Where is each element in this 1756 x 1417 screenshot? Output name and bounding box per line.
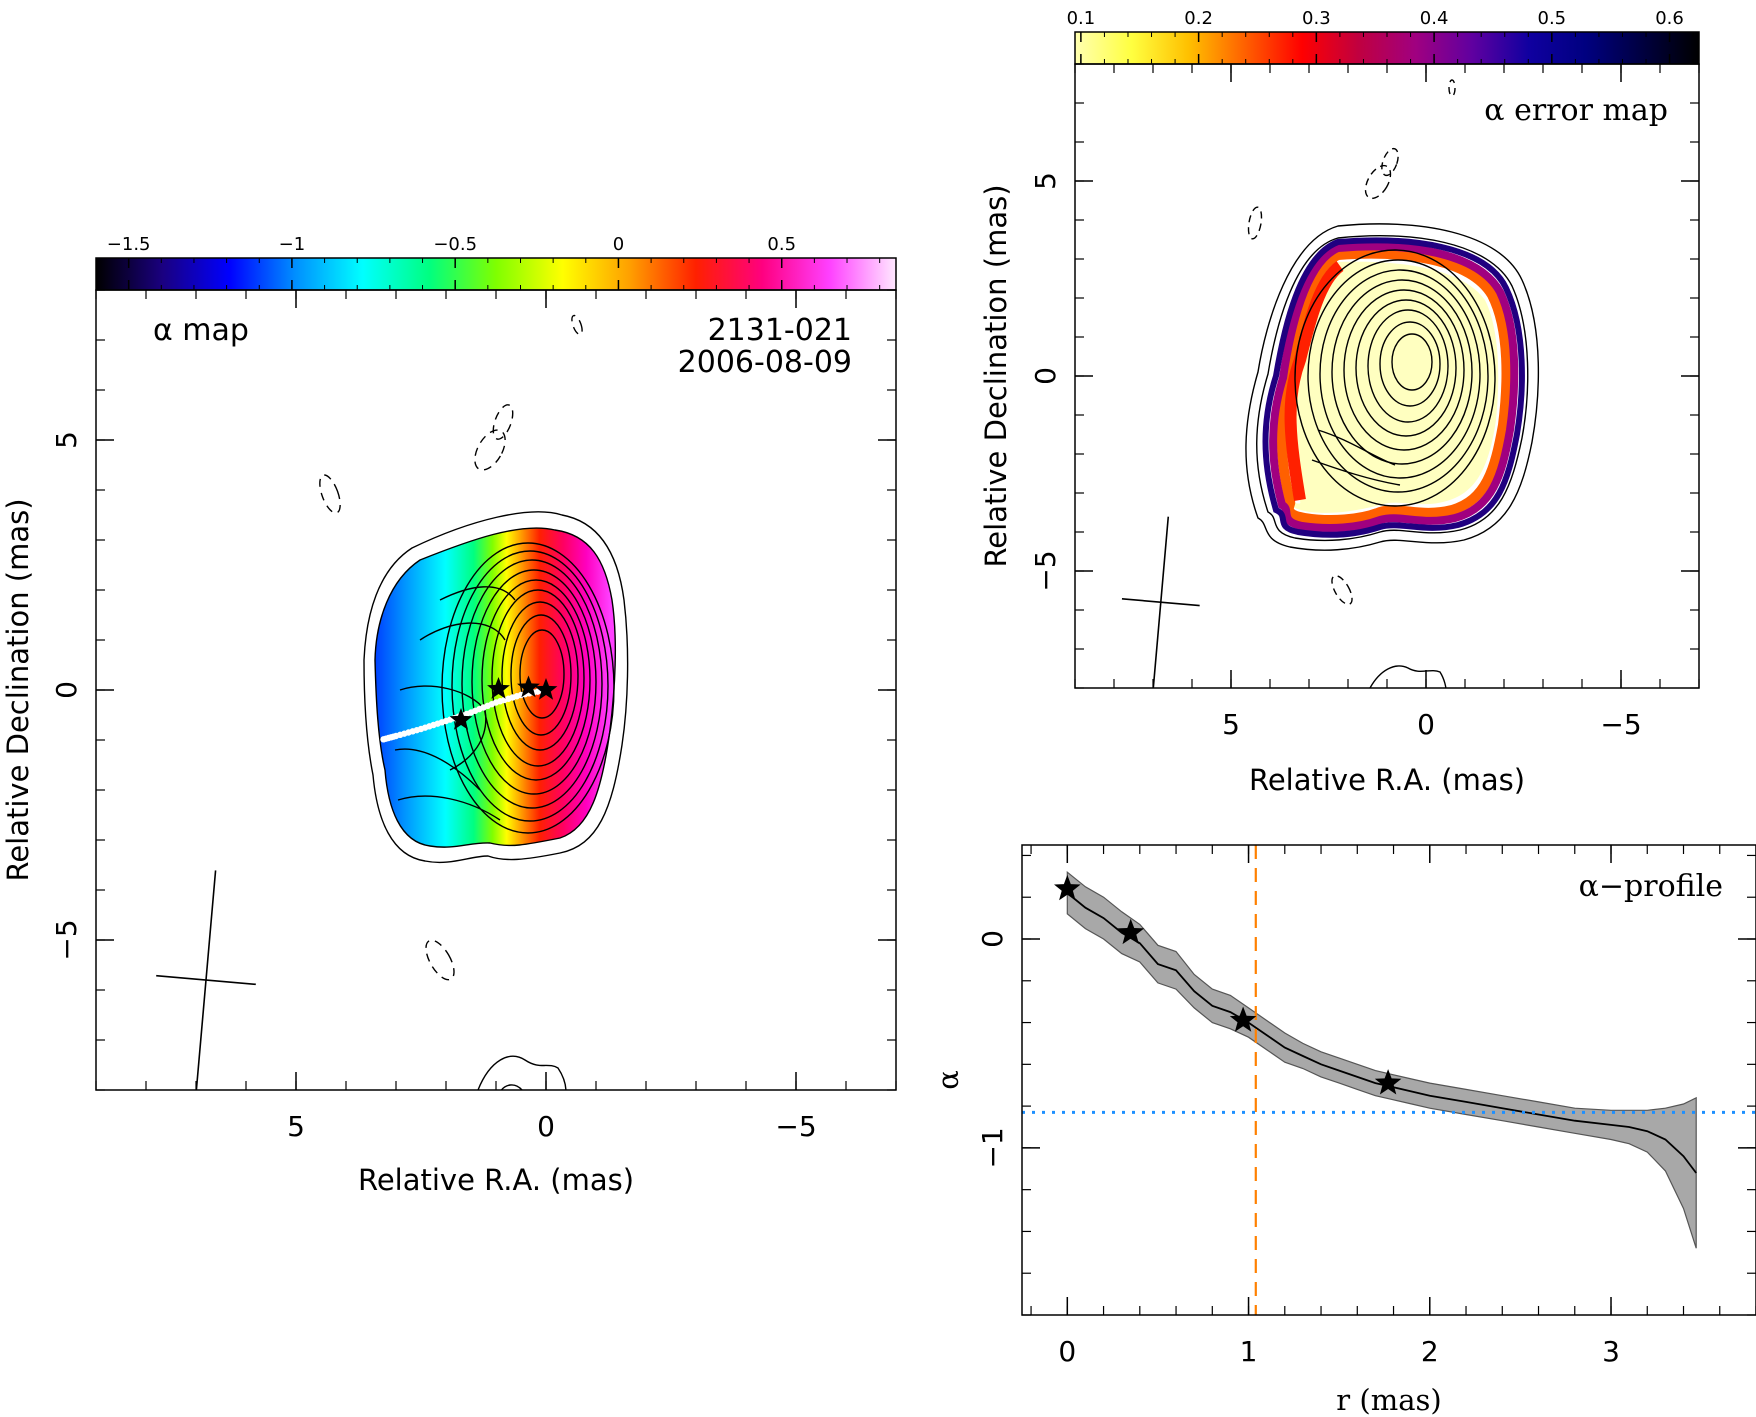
alpha-colorbar <box>95 257 897 291</box>
intensity-contours <box>363 511 629 864</box>
alpha-map-y-tick-label: −5 <box>50 919 83 960</box>
error-beam-minor <box>1121 598 1200 607</box>
ridge-point <box>380 736 387 743</box>
alpha-cb-tick-label: 0.5 <box>767 234 796 255</box>
error-map-xlabel: Relative R.A. (mas) <box>1249 763 1525 797</box>
component-stars <box>449 675 558 730</box>
alpha-map-label: α map <box>153 313 249 348</box>
component-star <box>517 675 540 698</box>
alpha-map-y-tick-label: 5 <box>50 431 83 449</box>
error-beam-cross <box>1121 516 1200 688</box>
alpha-colorbar-ticks: −1.5 −1 −0.5 0 0.5 <box>95 234 881 290</box>
alpha-map-ylabel: Relative Declination (mas) <box>1 498 35 881</box>
negative-contours <box>319 314 583 981</box>
error-map-contours <box>1245 223 1540 551</box>
error-cb-tick-label: 0.5 <box>1538 8 1567 29</box>
error-map-ylabel: Relative Declination (mas) <box>979 184 1013 567</box>
alpha-map-x-tick-label: 5 <box>287 1110 305 1143</box>
alpha-cb-tick-label: −1 <box>279 234 306 255</box>
profile-ylabel: α <box>931 1070 965 1090</box>
alpha-map-x-tick-label: 0 <box>537 1110 555 1143</box>
alpha-error-band <box>1066 870 1697 1249</box>
error-map-y-tick-label: 5 <box>1029 172 1062 190</box>
profile-y-tick-label: −1 <box>976 1127 1009 1168</box>
component-star <box>487 677 510 699</box>
profile-x-tick-label: 1 <box>1240 1335 1258 1368</box>
error-cb-tick-label: 0.6 <box>1655 8 1684 29</box>
error-map-y-tick-label: −5 <box>1029 550 1062 591</box>
alpha-map-panel: −1.5 −1 −0.5 0 0.5 <box>1 234 897 1197</box>
alpha-map-axes: 5 0 −5 −5 0 5 <box>50 290 896 1143</box>
alpha-error-map-panel: 0.1 0.2 0.3 0.4 0.5 0.6 <box>979 8 1700 797</box>
profile-x-tick-label: 0 <box>1058 1335 1076 1368</box>
bottom-contour-2 <box>500 1084 523 1090</box>
alpha-profile-panel: 0 1 2 3 0 −1 α−profile r (mas) α <box>931 844 1756 1417</box>
jet-ridge-line <box>380 686 550 743</box>
error-map-y-tick-label: 0 <box>1029 367 1062 385</box>
source-name: 2131-021 <box>708 313 852 348</box>
error-map-label: α error map <box>1484 93 1668 128</box>
error-region <box>1262 237 1525 538</box>
profile-y-tick-label: 0 <box>976 930 1009 948</box>
profile-star <box>1054 874 1081 901</box>
error-map-x-tick-label: 5 <box>1222 708 1240 741</box>
profile-star <box>1117 918 1145 945</box>
error-map-axes: 5 0 −5 −5 0 5 <box>1029 64 1699 741</box>
error-cb-tick-label: 0.3 <box>1302 8 1331 29</box>
profile-stars <box>1054 874 1402 1095</box>
alpha-profile-line <box>1066 892 1697 1174</box>
error-colorbar <box>1074 31 1700 65</box>
error-map-x-tick-label: 0 <box>1417 708 1435 741</box>
profile-xlabel: r (mas) <box>1336 1383 1441 1417</box>
error-cb-tick-label: 0.4 <box>1420 8 1449 29</box>
component-star <box>534 678 558 700</box>
error-cb-tick-label: 0.1 <box>1067 8 1096 29</box>
alpha-cb-tick-label: 0 <box>613 234 624 255</box>
error-colorbar-ticks: 0.1 0.2 0.3 0.4 0.5 0.6 <box>1067 8 1694 64</box>
profile-star <box>1229 1006 1257 1032</box>
profile-axes: 0 1 2 3 0 −1 <box>976 845 1756 1368</box>
profile-frame <box>1021 844 1756 1316</box>
profile-x-tick-label: 2 <box>1421 1335 1439 1368</box>
error-cb-tick-label: 0.2 <box>1184 8 1213 29</box>
profile-label: α−profile <box>1579 869 1723 904</box>
error-bottom-contour <box>1369 665 1447 688</box>
epoch-label: 2006-08-09 <box>678 345 852 380</box>
alpha-beam-minor <box>156 974 256 986</box>
beam-cross <box>156 870 256 1090</box>
alpha-map-y-tick-label: 0 <box>50 681 83 699</box>
bottom-contour <box>477 1055 567 1090</box>
profile-x-tick-label: 3 <box>1602 1335 1620 1368</box>
alpha-cb-tick-label: −0.5 <box>433 234 477 255</box>
alpha-map-x-tick-label: −5 <box>775 1110 816 1143</box>
alpha-cb-tick-label: −1.5 <box>107 234 151 255</box>
alpha-map-xlabel: Relative R.A. (mas) <box>358 1163 634 1197</box>
error-map-x-tick-label: −5 <box>1600 708 1641 741</box>
profile-star <box>1374 1069 1402 1095</box>
component-star <box>449 708 473 730</box>
